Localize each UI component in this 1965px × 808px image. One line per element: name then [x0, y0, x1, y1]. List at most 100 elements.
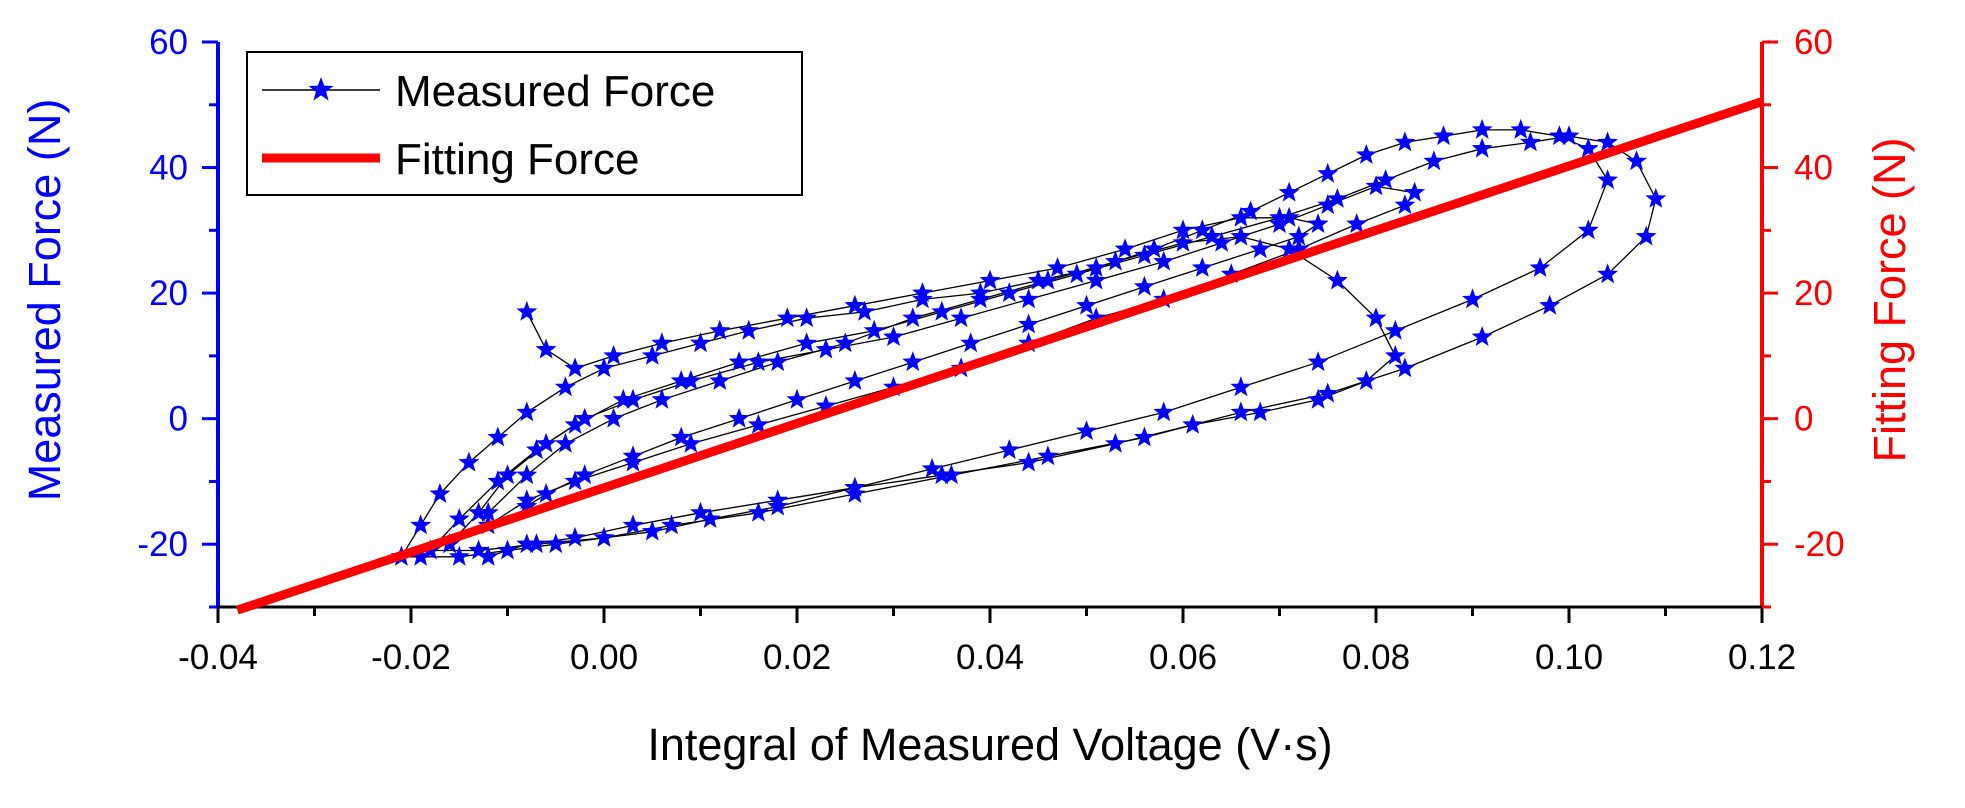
- measured-force-point: [863, 319, 885, 340]
- measured-force-point: [448, 545, 470, 566]
- measured-force-point: [497, 539, 518, 560]
- measured-force-point: [796, 332, 818, 353]
- measured-force-point: [1066, 263, 1088, 284]
- measured-force-point: [1133, 426, 1155, 447]
- measured-force-point: [487, 470, 509, 491]
- measured-force-point: [1365, 307, 1387, 328]
- measured-force-point: [747, 351, 769, 372]
- measured-force-point: [612, 388, 634, 409]
- measured-force-point: [516, 464, 538, 485]
- measured-force-point: [844, 294, 866, 315]
- right-y-tick-label: 20: [1794, 274, 1833, 313]
- measured-force-point: [1317, 162, 1339, 183]
- measured-force-point: [1317, 382, 1339, 403]
- measured-force-point: [622, 451, 644, 472]
- measured-force-point: [1133, 275, 1155, 296]
- measured-force-point: [1114, 238, 1136, 259]
- measured-force-point: [1018, 313, 1040, 334]
- measured-force-point: [883, 376, 904, 397]
- measured-force-point: [1423, 150, 1445, 171]
- measured-force-point: [699, 508, 721, 528]
- measured-force-point: [1597, 169, 1619, 189]
- measured-force-point: [1384, 319, 1406, 340]
- measured-force-point: [497, 464, 518, 485]
- measured-force-point: [680, 432, 702, 453]
- x-tick-label: 0.02: [763, 638, 831, 677]
- measured-force-point: [1249, 401, 1271, 422]
- measured-force-point: [1105, 250, 1126, 271]
- measured-force-point: [622, 445, 644, 466]
- measured-force-point: [960, 332, 982, 353]
- measured-force-point: [786, 388, 808, 409]
- measured-force-point: [747, 413, 769, 434]
- measured-force-point: [1230, 206, 1252, 227]
- measured-force-point: [1269, 213, 1290, 233]
- measured-force-point: [1577, 137, 1599, 158]
- left-y-tick-label: 60: [149, 23, 188, 62]
- measured-force-point: [969, 288, 991, 309]
- measured-force-point: [516, 401, 538, 422]
- measured-force-point: [1307, 351, 1329, 372]
- measured-force-point: [883, 326, 904, 346]
- measured-force-point: [1404, 181, 1426, 202]
- measured-force-point: [1191, 257, 1213, 277]
- measured-force-point: [1597, 263, 1619, 284]
- measured-force-point: [1355, 144, 1377, 164]
- measured-force-point: [1230, 225, 1252, 246]
- measured-force-point: [1288, 238, 1310, 259]
- measured-force-point: [844, 476, 866, 497]
- measured-force-point: [1037, 445, 1059, 466]
- right-y-tick-label: 40: [1794, 149, 1833, 188]
- measured-force-point: [1365, 175, 1387, 196]
- measured-force-point: [651, 388, 673, 409]
- left-y-axis-label: Measured Force (N): [19, 99, 70, 502]
- measured-force-point: [1085, 257, 1107, 277]
- fitting-force-line: [235, 97, 1764, 615]
- measured-force-point: [1635, 225, 1657, 246]
- right-y-tick-label: 0: [1794, 400, 1813, 439]
- measured-force-point: [1027, 269, 1049, 290]
- measured-force-point: [854, 300, 875, 321]
- measured-force-point: [516, 495, 538, 516]
- measured-force-point: [1105, 432, 1126, 453]
- measured-force-point: [1085, 269, 1107, 290]
- measured-force-point: [1355, 370, 1377, 390]
- measured-force-point: [1230, 401, 1252, 422]
- left-y-tick-label: -20: [137, 525, 188, 564]
- measured-force-point: [747, 501, 769, 522]
- left-y-tick-label: 20: [149, 274, 188, 313]
- measured-force-point: [1375, 169, 1397, 189]
- measured-force-point: [1172, 231, 1194, 252]
- x-tick-label: -0.02: [371, 638, 451, 677]
- measured-force-point: [670, 426, 692, 447]
- measured-force-line: [526, 217, 1320, 508]
- measured-force-point: [574, 464, 596, 485]
- axes-layer: [202, 40, 1778, 623]
- measured-force-point: [1307, 388, 1329, 409]
- measured-force-point: [1172, 219, 1194, 240]
- measured-force-point: [979, 269, 1001, 290]
- measured-force-point: [1471, 137, 1493, 158]
- measured-force-point: [1278, 238, 1300, 259]
- measured-force-point: [1211, 231, 1233, 252]
- legend-measured-label: Measured Force: [395, 67, 715, 116]
- measured-force-point: [815, 395, 837, 415]
- measured-force-point: [844, 370, 866, 390]
- measured-force-point: [1047, 257, 1068, 277]
- x-tick-label: 0.12: [1728, 638, 1796, 677]
- measured-force-point: [1558, 125, 1580, 146]
- legend-measured-marker: [308, 77, 334, 101]
- measured-force-point: [1326, 269, 1348, 290]
- measured-force-point: [1230, 376, 1252, 397]
- right-y-tick-label: -20: [1794, 525, 1845, 564]
- measured-force-point: [912, 288, 933, 309]
- measured-force-point: [622, 514, 644, 535]
- measured-force-point: [535, 483, 557, 503]
- measured-force-point: [950, 307, 972, 328]
- legend-box: [246, 51, 803, 196]
- measured-force-point: [458, 451, 480, 472]
- measured-force-point: [1433, 125, 1454, 146]
- measured-force-point: [1394, 194, 1416, 215]
- measured-force-point: [535, 432, 557, 453]
- measured-force-point: [526, 439, 547, 459]
